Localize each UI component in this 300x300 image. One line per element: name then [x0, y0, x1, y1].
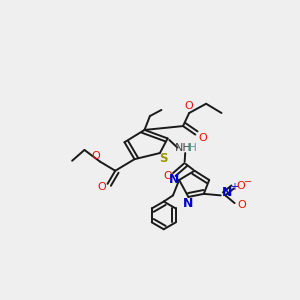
Text: O: O — [185, 101, 194, 111]
Text: O: O — [237, 200, 246, 210]
Text: O: O — [92, 151, 100, 161]
Text: N: N — [169, 173, 179, 186]
Text: O: O — [236, 181, 245, 191]
Text: N: N — [183, 196, 194, 210]
Text: O: O — [97, 182, 106, 192]
Text: +: + — [230, 182, 238, 192]
Text: S: S — [159, 152, 167, 165]
Text: O: O — [163, 171, 172, 181]
Text: −: − — [244, 176, 253, 187]
Text: NH: NH — [175, 143, 191, 153]
Text: N: N — [222, 186, 232, 199]
Text: O: O — [198, 133, 207, 142]
Text: H: H — [189, 143, 197, 153]
